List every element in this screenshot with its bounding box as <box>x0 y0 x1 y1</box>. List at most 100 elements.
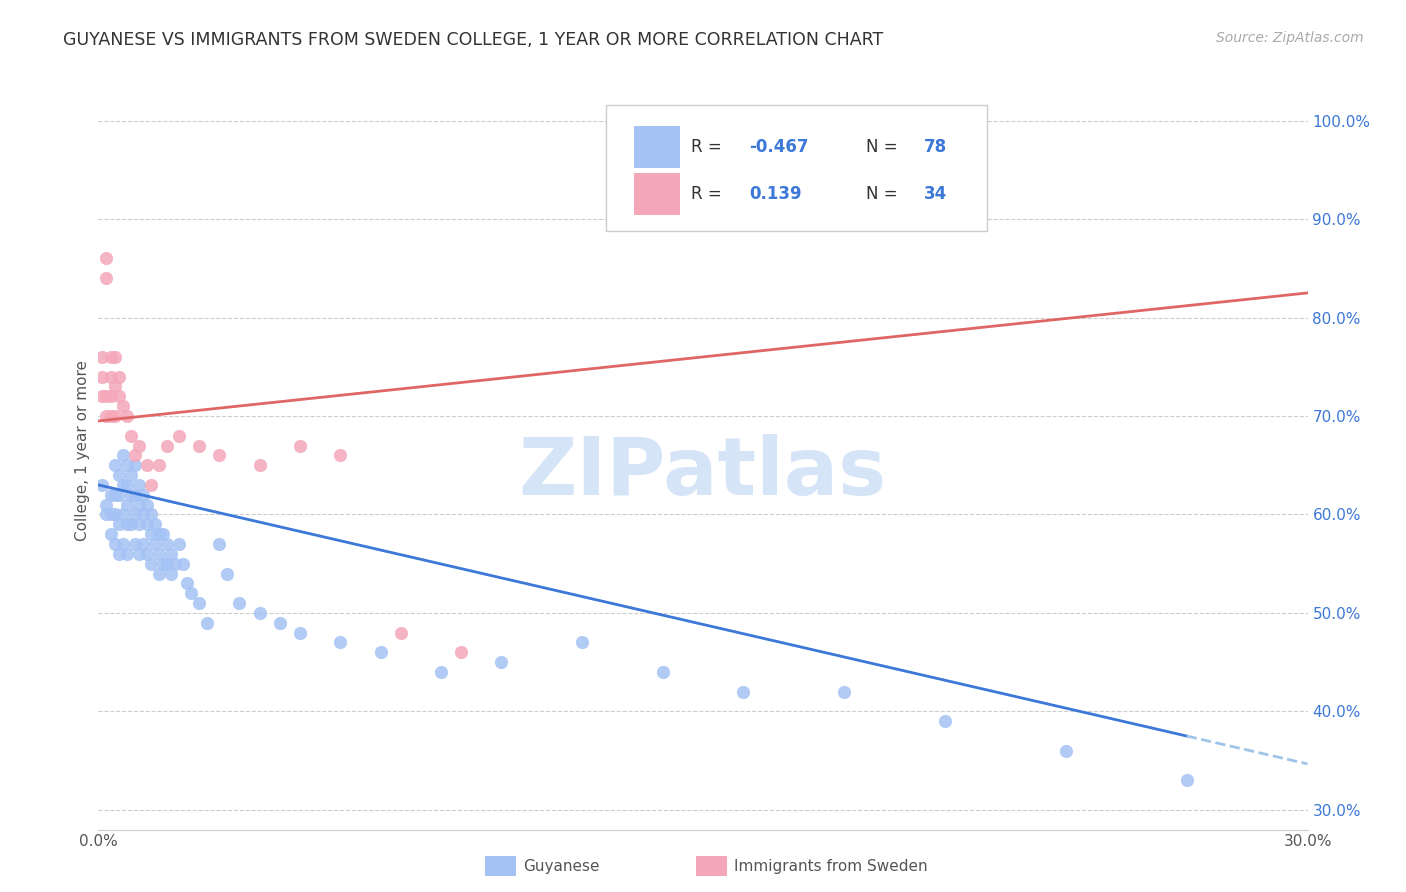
Point <box>160 547 183 561</box>
Point <box>115 409 138 423</box>
Text: Guyanese: Guyanese <box>523 859 599 873</box>
Point <box>111 449 134 463</box>
Point <box>128 498 150 512</box>
Point <box>128 438 150 452</box>
Point <box>167 428 190 442</box>
Text: 0.139: 0.139 <box>749 185 801 202</box>
Point <box>389 625 412 640</box>
Point <box>370 645 392 659</box>
Point <box>139 557 162 571</box>
Point <box>120 488 142 502</box>
Point <box>120 517 142 532</box>
Point <box>107 488 129 502</box>
Point <box>100 389 122 403</box>
Point <box>100 488 122 502</box>
Bar <box>634 126 681 168</box>
Point <box>111 399 134 413</box>
Point <box>103 488 125 502</box>
Point <box>1054 744 1077 758</box>
Point <box>96 389 118 403</box>
Point <box>163 557 186 571</box>
Point <box>124 488 146 502</box>
Point <box>139 527 162 541</box>
Point <box>176 576 198 591</box>
Point <box>124 458 146 473</box>
Point <box>100 369 122 384</box>
Point <box>103 508 125 522</box>
Point <box>115 458 138 473</box>
Point <box>208 537 231 551</box>
Text: N =: N = <box>866 185 903 202</box>
Point <box>128 478 150 492</box>
Point <box>115 517 138 532</box>
Point <box>491 655 513 669</box>
Point <box>103 537 125 551</box>
Text: GUYANESE VS IMMIGRANTS FROM SWEDEN COLLEGE, 1 YEAR OR MORE CORRELATION CHART: GUYANESE VS IMMIGRANTS FROM SWEDEN COLLE… <box>63 31 883 49</box>
Point <box>156 438 179 452</box>
Point <box>733 684 755 698</box>
Bar <box>634 173 681 215</box>
Point <box>103 379 125 393</box>
Point <box>228 596 250 610</box>
Text: R =: R = <box>690 185 727 202</box>
Point <box>450 645 472 659</box>
Point <box>167 537 190 551</box>
Point <box>152 557 174 571</box>
Text: Source: ZipAtlas.com: Source: ZipAtlas.com <box>1216 31 1364 45</box>
Point <box>103 458 125 473</box>
Point <box>96 409 118 423</box>
Point <box>96 498 118 512</box>
Point <box>96 271 118 285</box>
Point <box>143 517 166 532</box>
Point <box>148 547 170 561</box>
Point <box>288 625 311 640</box>
Point <box>124 449 146 463</box>
Point <box>135 498 157 512</box>
Point <box>107 389 129 403</box>
Point <box>934 714 956 729</box>
Point <box>107 517 129 532</box>
Point <box>172 557 194 571</box>
Text: 78: 78 <box>924 138 948 156</box>
Point <box>571 635 593 649</box>
Point <box>132 488 155 502</box>
Point <box>91 389 114 403</box>
Point <box>139 508 162 522</box>
Point <box>100 527 122 541</box>
Point <box>107 547 129 561</box>
Point <box>100 350 122 364</box>
Point <box>135 458 157 473</box>
Point <box>100 508 122 522</box>
Point <box>152 527 174 541</box>
Point <box>124 508 146 522</box>
Point <box>128 517 150 532</box>
Y-axis label: College, 1 year or more: College, 1 year or more <box>75 360 90 541</box>
Point <box>217 566 239 581</box>
Point <box>111 537 134 551</box>
Point <box>135 517 157 532</box>
Point <box>208 449 231 463</box>
Point <box>651 665 673 679</box>
Point <box>91 478 114 492</box>
Point <box>96 508 118 522</box>
Point <box>103 350 125 364</box>
Point <box>115 547 138 561</box>
Point <box>329 449 352 463</box>
Point <box>249 606 271 620</box>
Point <box>115 478 138 492</box>
Point <box>128 547 150 561</box>
Point <box>120 468 142 483</box>
Point <box>111 478 134 492</box>
Point <box>249 458 271 473</box>
Point <box>120 428 142 442</box>
Point <box>107 468 129 483</box>
Point <box>188 438 211 452</box>
Point <box>180 586 202 600</box>
Point <box>91 350 114 364</box>
Point <box>132 508 155 522</box>
Text: Immigrants from Sweden: Immigrants from Sweden <box>734 859 928 873</box>
Point <box>103 409 125 423</box>
Text: -0.467: -0.467 <box>749 138 808 156</box>
Text: ZIPatlas: ZIPatlas <box>519 434 887 512</box>
Text: 34: 34 <box>924 185 948 202</box>
